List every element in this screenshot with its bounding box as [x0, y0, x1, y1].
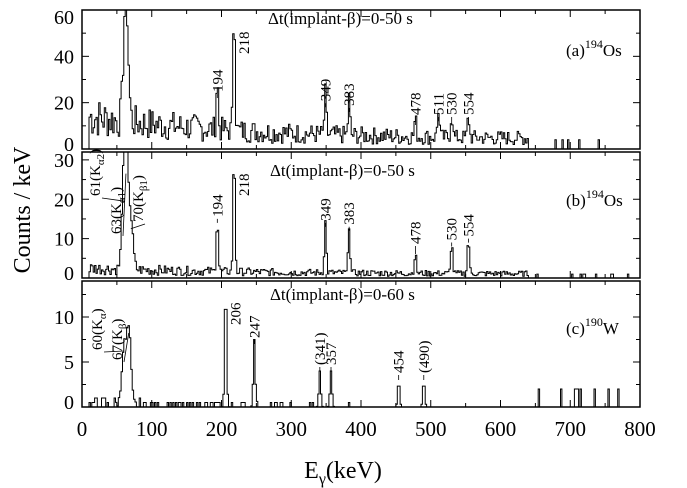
peak-label: 478 [408, 93, 424, 116]
panel-c-spectrum [88, 308, 640, 408]
peak-label: 511 [431, 93, 447, 115]
panel-c-condition: Δt(implant-β)=0-60 s [270, 285, 415, 304]
x-tick-label: 100 [136, 417, 168, 441]
peak-label: 218 [237, 32, 253, 55]
xray-leader [122, 173, 127, 237]
xray-peak-label: 60(Kα) [90, 308, 109, 350]
panel-b-peak-labels: 194 218 349 383 478 530 554 [210, 174, 477, 254]
y-tick-label: 60 [54, 7, 74, 29]
panel-b-condition: Δt(implant-β)=0-50 s [270, 161, 415, 180]
panel-b-y-tick-labels: 0 10 20 30 [54, 150, 74, 285]
x-axis-title: Eγ(keV) [304, 458, 382, 488]
xray-leader [103, 350, 124, 353]
peak-label: 530 [445, 218, 461, 241]
xray-leader [101, 197, 125, 202]
peak-label: 247 [247, 315, 263, 338]
peak-label: 194 [210, 69, 226, 92]
y-tick-label: 10 [54, 307, 74, 329]
y-tick-label: 0 [64, 263, 74, 285]
panel-c-y-tick-labels: 0 5 10 [54, 307, 74, 414]
y-tick-label: 0 [64, 392, 74, 414]
y-tick-label: 30 [54, 150, 74, 172]
peak-label: 357 [324, 342, 340, 365]
panel-a-y-tick-labels: 0 20 40 60 [54, 7, 74, 156]
y-tick-label: 10 [54, 229, 74, 251]
peak-label: 554 [461, 214, 477, 237]
xray-peak-label: 61(Kα2) [88, 149, 107, 196]
y-tick-label: 20 [54, 93, 74, 115]
peak-label: 383 [342, 83, 358, 106]
x-tick-label: 0 [77, 417, 88, 441]
x-tick-label: 400 [345, 417, 377, 441]
xray-peak-label: 70(Kβ1) [131, 175, 150, 222]
xray-leader [123, 332, 130, 363]
panel-b-label: (b)194Os [566, 187, 623, 210]
panel-a-label: (a)194Os [566, 37, 622, 60]
panel-b-ticks [81, 152, 641, 279]
x-tick-label: 500 [415, 417, 447, 441]
panel-c-xray-labels: 60(Kα)67(Kβ) [90, 308, 130, 363]
peak-label: (341) [313, 333, 329, 366]
panel-b: 0 10 20 30 194 218 349 383 478 530 554 61(Kα2)63(… [54, 149, 641, 285]
x-tick-labels: 0 100 200 300 400 500 600 700 800 [77, 417, 656, 441]
y-tick-label: 5 [64, 352, 74, 374]
xray-peak-label: 67(Kβ) [110, 319, 129, 360]
peak-label: 383 [342, 202, 358, 225]
panel-c-label: (c)190W [566, 315, 620, 338]
peak-label: 206 [229, 302, 245, 325]
x-tick-label: 800 [624, 417, 656, 441]
y-tick-label: 0 [64, 134, 74, 156]
xray-leader [130, 223, 146, 230]
x-tick-label: 200 [206, 417, 238, 441]
x-tick-label: 700 [555, 417, 587, 441]
panel-b-spectrum [88, 151, 640, 279]
panel-a-spectrum [88, 9, 640, 150]
panel-a-ticks [81, 9, 641, 150]
xray-peak-label: 63(Kα1) [109, 187, 128, 234]
peak-label: 194 [210, 194, 226, 217]
peak-label: (490) [417, 341, 433, 374]
peak-label: 349 [318, 79, 334, 102]
y-axis-title: Counts / keV [10, 146, 36, 273]
panel-a-condition: Δt(implant-β)=0-50 s [268, 9, 413, 28]
peak-label: 530 [445, 93, 461, 116]
x-tick-label: 300 [276, 417, 308, 441]
y-tick-label: 40 [54, 46, 74, 68]
peak-label: 218 [237, 174, 253, 197]
peak-label: 478 [408, 222, 424, 245]
x-tick-label: 600 [485, 417, 517, 441]
panel-b-xray-labels: 61(Kα2)63(Kα1)70(Kβ1) [88, 149, 150, 237]
y-tick-label: 20 [54, 189, 74, 211]
peak-label: 349 [318, 198, 334, 221]
peak-label: 454 [392, 350, 408, 373]
panel-c-ticks [81, 281, 641, 408]
peak-label: 554 [461, 92, 477, 115]
